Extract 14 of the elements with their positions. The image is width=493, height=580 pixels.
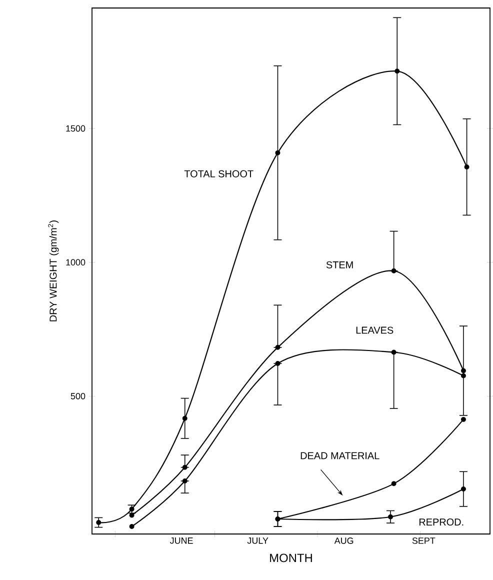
text: DEAD MATERIAL <box>300 452 380 460</box>
y-tick-label: 500 <box>70 392 86 400</box>
y-tick-label: 1500 <box>66 125 86 132</box>
series-label: LEAVES <box>356 326 394 334</box>
series-label: TOTAL SHOOT <box>184 170 254 178</box>
x-tick-label: AUG <box>334 538 354 544</box>
x-tick-label: JULY <box>247 538 268 544</box>
series-label: STEM <box>326 261 353 268</box>
y-axis-title: DRY WEIGHT (gm/m$^{2}$) <box>48 220 59 322</box>
x-tick-label: SEPT <box>412 538 436 544</box>
y-tick-label: 1000 <box>66 259 86 266</box>
x-tick-label: JUNE <box>170 538 193 544</box>
x-axis-title: MONTH <box>270 554 312 562</box>
series-label: REPROD. <box>419 518 464 526</box>
